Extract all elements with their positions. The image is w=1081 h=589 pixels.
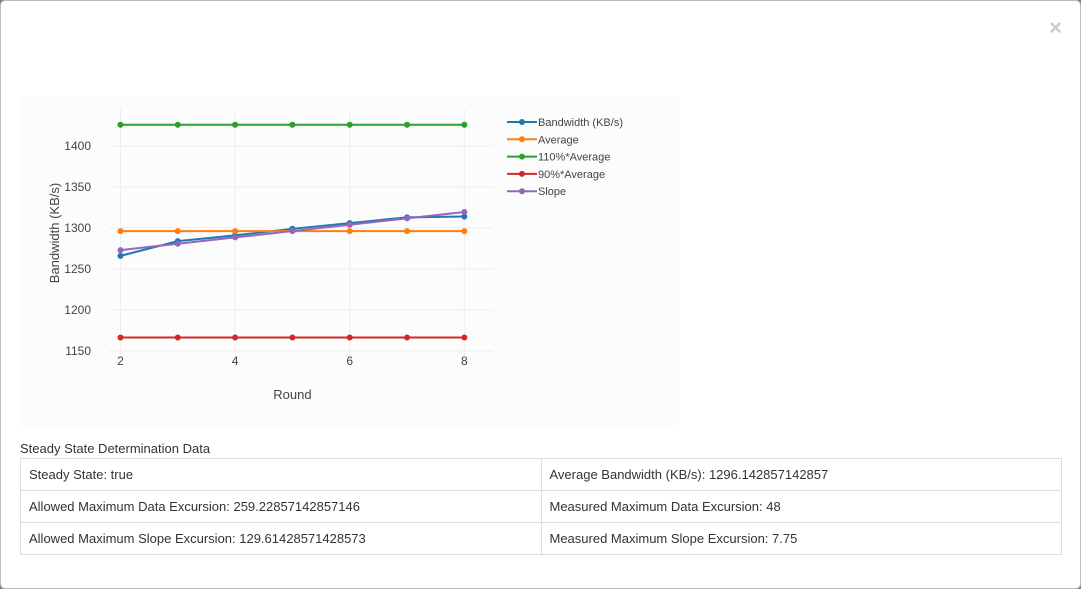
legend-marker xyxy=(519,170,525,177)
data-point xyxy=(346,228,353,235)
table-row: Allowed Maximum Slope Excursion: 129.614… xyxy=(20,522,1062,555)
y-tick-label: 1200 xyxy=(64,303,91,317)
data-point xyxy=(404,215,411,222)
legend-label: 110%*Average xyxy=(538,152,610,164)
data-point xyxy=(117,228,124,235)
table-cell: Steady State: true xyxy=(20,458,542,491)
y-tick-label: 1400 xyxy=(64,139,91,153)
data-point xyxy=(404,334,411,341)
series-line xyxy=(120,215,465,257)
table-cell: Average Bandwidth (KB/s): 1296.142857142… xyxy=(540,458,1062,491)
data-point xyxy=(404,121,411,128)
data-point xyxy=(232,228,239,235)
legend-marker xyxy=(519,188,525,195)
x-tick-label: 2 xyxy=(117,354,124,368)
line-chart: 2 4 6 8 1150 1200 1250 1300 1350 1400 Round Bandwid… xyxy=(47,109,623,402)
data-point xyxy=(289,121,296,128)
y-tick-label: 1300 xyxy=(64,221,91,235)
data-point xyxy=(117,252,124,259)
close-icon[interactable]: × xyxy=(1049,15,1062,40)
table-row: Steady State: true Average Bandwidth (KB… xyxy=(20,458,1062,491)
legend-label: Average xyxy=(538,134,579,146)
y-tick-label: 1350 xyxy=(64,180,91,194)
data-point xyxy=(404,228,411,235)
data-point xyxy=(232,121,239,128)
legend-label: Slope xyxy=(538,186,566,198)
table-title: Steady State Determination Data xyxy=(20,441,211,456)
data-point xyxy=(174,334,181,341)
x-tick-label: 4 xyxy=(232,354,239,368)
table-cell: Allowed Maximum Data Excursion: 259.2285… xyxy=(20,490,542,523)
chart-container: 2 4 6 8 1150 1200 1250 1300 1350 1400 Round Bandwid… xyxy=(19,96,679,426)
legend-marker xyxy=(519,136,525,143)
data-point xyxy=(461,213,468,220)
data-point xyxy=(461,228,468,235)
legend-label: 90%*Average xyxy=(538,169,605,181)
table-cell: Measured Maximum Data Excursion: 48 xyxy=(540,490,1062,523)
data-point xyxy=(461,121,468,128)
y-tick-label: 1250 xyxy=(64,262,91,276)
data-point xyxy=(346,121,353,128)
table-cell: Measured Maximum Slope Excursion: 7.75 xyxy=(540,522,1062,555)
x-tick-label: 6 xyxy=(346,354,353,368)
legend-marker xyxy=(519,119,525,125)
data-point xyxy=(117,247,124,254)
data-point xyxy=(461,208,468,215)
data-point xyxy=(346,221,353,228)
steady-state-table: Steady State: true Average Bandwidth (KB… xyxy=(20,458,1062,555)
data-point xyxy=(232,334,239,341)
x-tick-label: 8 xyxy=(461,354,468,368)
data-point xyxy=(174,240,181,247)
data-point xyxy=(117,121,124,128)
data-point xyxy=(174,121,181,128)
data-point xyxy=(461,334,468,341)
data-point xyxy=(289,334,296,341)
table-cell: Allowed Maximum Slope Excursion: 129.614… xyxy=(20,522,542,555)
y-tick-label: 1150 xyxy=(65,344,91,358)
x-axis-title: Round xyxy=(273,387,311,402)
data-point xyxy=(346,334,353,341)
table-row: Allowed Maximum Data Excursion: 259.2285… xyxy=(20,490,1062,523)
y-axis-title: Bandwidth (KB/s) xyxy=(47,183,62,283)
data-point xyxy=(289,228,296,235)
data-point xyxy=(232,234,239,241)
data-point xyxy=(117,334,124,341)
legend-marker xyxy=(519,153,525,160)
legend-label: Bandwidth (KB/s) xyxy=(538,117,623,129)
data-point xyxy=(174,228,181,235)
